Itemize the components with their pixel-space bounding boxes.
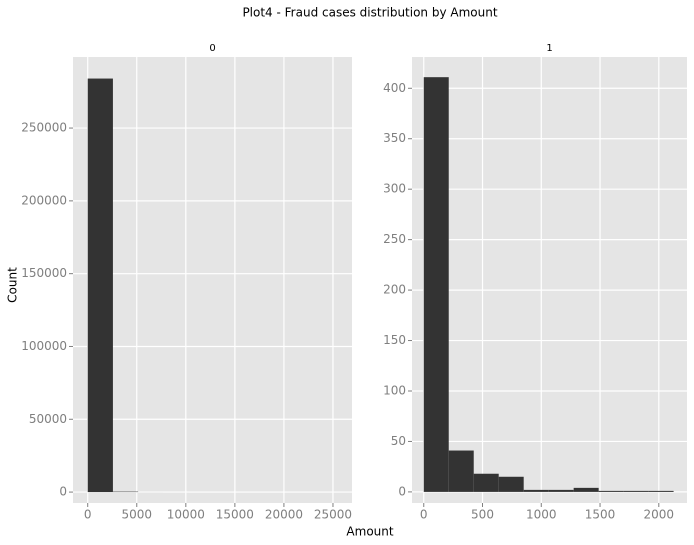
bar: [648, 490, 674, 492]
y-axis-label: Count: [6, 267, 20, 303]
x-tick-label: 5000: [121, 508, 152, 522]
y-tick-label: 0: [59, 485, 67, 499]
chart-title: Plot4 - Fraud cases distribution by Amou…: [242, 6, 497, 20]
bar: [448, 450, 474, 492]
x-axis-label: Amount: [346, 525, 393, 539]
x-tick-label: 500: [471, 508, 494, 522]
x-tick-label: 2000: [644, 508, 675, 522]
bar: [423, 77, 449, 492]
y-tick-label: 50: [391, 434, 406, 448]
x-tick-label: 10000: [167, 508, 205, 522]
y-tick-label: 100000: [21, 339, 67, 353]
y-tick-label: 300: [383, 182, 406, 196]
bar: [548, 489, 574, 492]
x-tick-label: 15000: [216, 508, 254, 522]
strip-label: 1: [546, 43, 552, 54]
y-tick-label: 150000: [21, 266, 67, 280]
y-tick-label: 150: [383, 333, 406, 347]
bar: [623, 490, 649, 492]
y-tick-label: 50000: [29, 412, 67, 426]
bar: [573, 487, 599, 492]
x-tick-label: 20000: [265, 508, 303, 522]
y-tick-label: 200: [383, 283, 406, 297]
panel-background: [412, 57, 687, 503]
bar: [473, 473, 499, 492]
y-tick-label: 350: [383, 131, 406, 145]
bar: [523, 489, 549, 492]
x-tick-label: 0: [84, 508, 92, 522]
x-tick-label: 1000: [526, 508, 557, 522]
panel-background: [73, 57, 352, 503]
bar: [87, 78, 113, 493]
y-tick-label: 100: [383, 383, 406, 397]
y-tick-label: 200000: [21, 193, 67, 207]
x-tick-label: 0: [420, 508, 428, 522]
bar: [598, 490, 624, 492]
y-tick-label: 250: [383, 232, 406, 246]
y-tick-label: 0: [398, 484, 406, 498]
x-tick-label: 1500: [585, 508, 616, 522]
bar: [498, 476, 524, 492]
x-tick-label: 25000: [314, 508, 352, 522]
strip-label: 0: [209, 43, 215, 54]
y-tick-label: 400: [383, 81, 406, 95]
y-tick-label: 250000: [21, 121, 67, 135]
